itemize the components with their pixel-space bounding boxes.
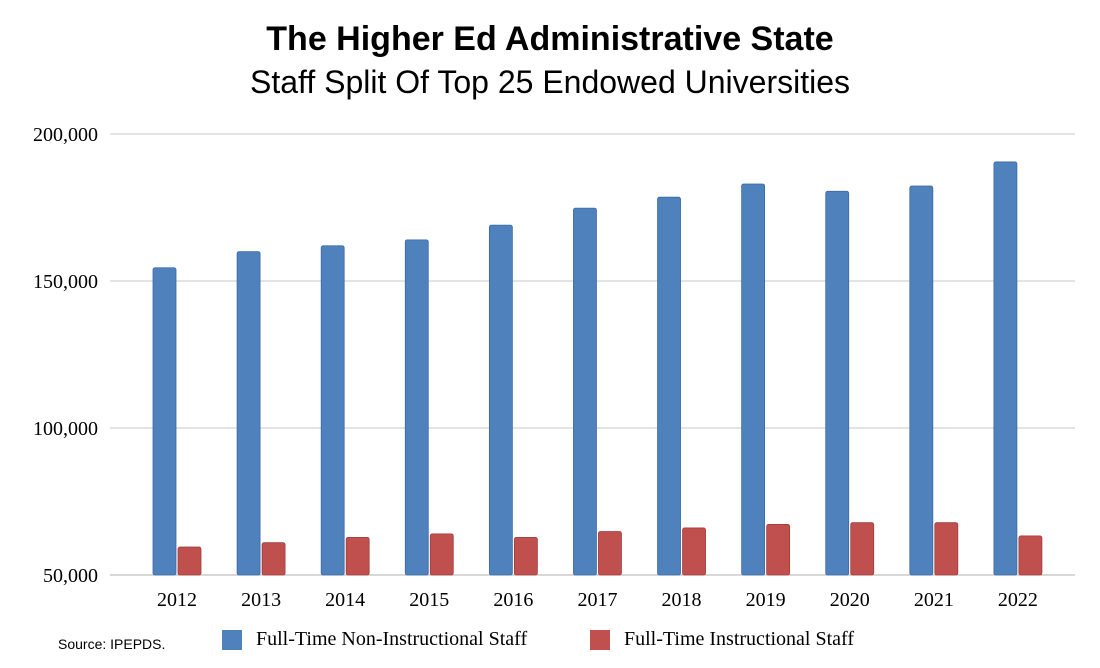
legend-swatch-non-instructional	[222, 629, 242, 650]
y-tick-label: 200,000	[33, 124, 98, 146]
legend-label-non-instructional: Full-Time Non-Instructional Staff	[256, 628, 528, 650]
bar-instructional	[345, 536, 370, 576]
chart-title: The Higher Ed Administrative State	[266, 20, 834, 58]
x-tick-label: 2021	[914, 589, 954, 611]
legend-item-non-instructional: Full-Time Non-Instructional Staff	[222, 628, 527, 651]
bar-instructional	[513, 536, 538, 576]
bar-instructional	[682, 527, 706, 576]
x-tick-label: 2013	[241, 589, 281, 611]
bar-non-instructional	[825, 190, 850, 576]
bar-instructional	[177, 546, 202, 576]
legend-label-instructional: Full-Time Instructional Staff	[624, 628, 854, 650]
x-tick-label: 2015	[409, 589, 449, 611]
x-tick-label: 2014	[325, 589, 365, 611]
bar-instructional	[850, 522, 875, 576]
x-tick-label: 2022	[998, 589, 1038, 611]
bar-non-instructional	[488, 224, 513, 576]
y-tick-label: 50,000	[43, 565, 98, 587]
bar-instructional	[598, 531, 622, 576]
bar-instructional	[429, 533, 454, 576]
bar-non-instructional	[657, 196, 681, 576]
x-tick-label: 2018	[662, 589, 702, 611]
bar-non-instructional	[236, 251, 261, 576]
legend-item-instructional: Full-Time Instructional Staff	[590, 628, 854, 651]
bar-instructional	[1018, 535, 1043, 576]
x-tick-label: 2017	[577, 589, 617, 611]
x-tick-label: 2020	[830, 589, 870, 611]
x-tick-label: 2012	[157, 589, 197, 611]
x-tick-label: 2016	[493, 589, 533, 611]
bar-non-instructional	[909, 185, 934, 576]
bar-non-instructional	[741, 183, 766, 576]
bar-instructional	[766, 524, 791, 576]
legend-swatch-instructional	[590, 629, 610, 650]
y-tick-label: 150,000	[33, 271, 98, 293]
bar-instructional	[934, 522, 959, 576]
bar-instructional	[261, 542, 286, 576]
bar-non-instructional	[573, 207, 597, 576]
source-note: Source: IPEPDS.	[58, 636, 166, 652]
bar-non-instructional	[152, 267, 177, 576]
bar-non-instructional	[320, 245, 345, 576]
chart-subtitle: Staff Split Of Top 25 Endowed Universiti…	[249, 64, 851, 100]
y-tick-label: 100,000	[33, 418, 98, 440]
bar-non-instructional	[993, 161, 1018, 576]
x-tick-label: 2019	[746, 589, 786, 611]
bar-non-instructional	[404, 239, 429, 576]
